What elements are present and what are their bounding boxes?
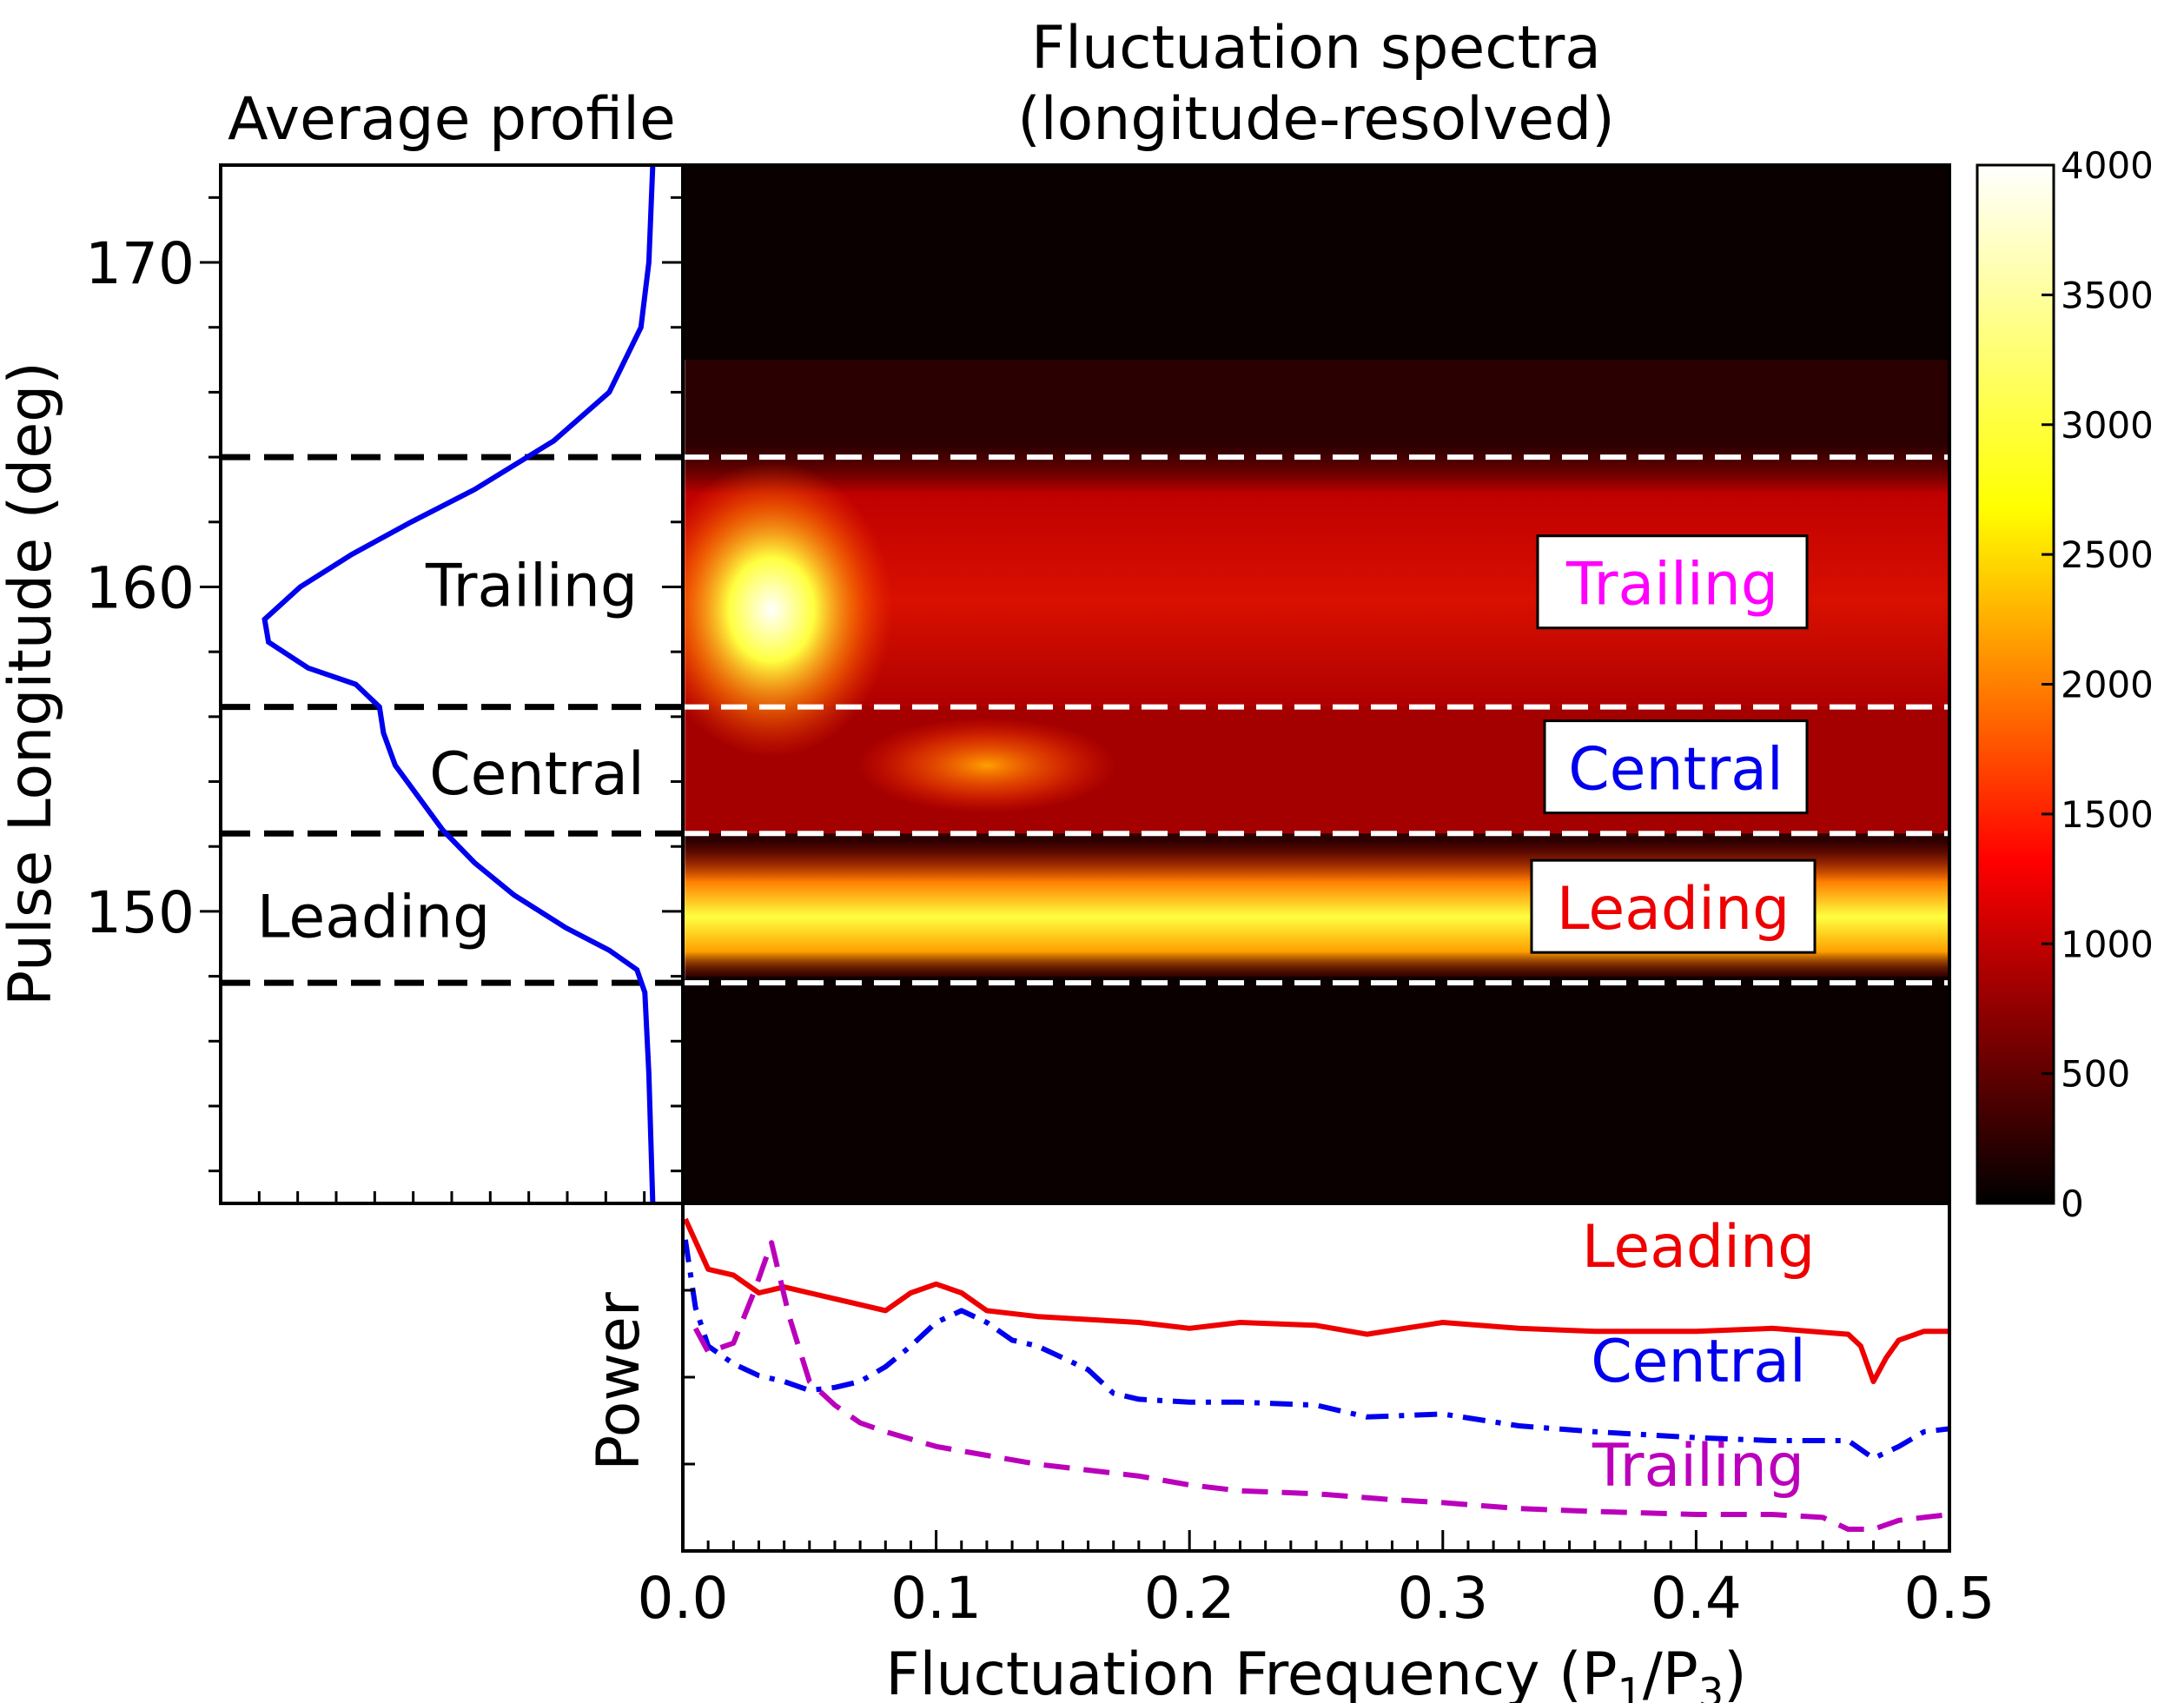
power-axis-label: Power xyxy=(585,1292,653,1471)
spectra-title-line2: (longitude-resolved) xyxy=(1017,85,1614,154)
heatmap-panel xyxy=(683,165,1949,1203)
profile-region-label-trailing: Trailing xyxy=(425,552,638,620)
power-label-trailing: Trailing xyxy=(1592,1432,1804,1501)
average-profile-curve xyxy=(261,165,656,1203)
colorbar-tick-label: 1500 xyxy=(2061,793,2154,836)
power-series-trailing xyxy=(692,1240,1949,1532)
heatmap-region-label-central: Central xyxy=(1543,719,1809,815)
y-axis-label: Pulse Longitude (deg) xyxy=(0,361,65,1006)
heatmap-label-text: Trailing xyxy=(1565,551,1778,620)
x-tick-label: 0.1 xyxy=(890,1565,982,1632)
profile-region-label-leading: Leading xyxy=(257,883,491,951)
x-tick-label: 0.2 xyxy=(1144,1565,1235,1632)
colorbar-tick-label: 3500 xyxy=(2061,274,2154,316)
heatmap-label-box xyxy=(1536,534,1809,630)
heatmap-region-label-leading: Leading xyxy=(1530,858,1817,954)
power-label-central: Central xyxy=(1591,1328,1806,1396)
heatmap-label-text: Leading xyxy=(1557,875,1790,944)
x-axis-label: Fluctuation Frequency (P1/P3) xyxy=(885,1640,1746,1703)
heatmap-label-box xyxy=(1543,719,1809,815)
profile-region-label-central: Central xyxy=(429,740,645,809)
heatmap-central-hotspot xyxy=(856,717,1117,813)
colorbar-tick-label: 4000 xyxy=(2061,144,2154,187)
x-tick-label: 0.5 xyxy=(1904,1565,1995,1632)
heatmap-label-text: Central xyxy=(1568,736,1784,805)
colorbar-tick-label: 2000 xyxy=(2061,664,2154,706)
colorbar-tick-label: 500 xyxy=(2061,1053,2130,1096)
colorbar-tick-label: 0 xyxy=(2061,1183,2084,1225)
power-series-central xyxy=(683,1239,1949,1461)
colorbar-tick-label: 2500 xyxy=(2061,533,2154,576)
colorbar: 0 500 1000 1500 2000 2500 3000 3500 4000 xyxy=(1976,144,2154,1225)
profile-title: Average profile xyxy=(228,85,676,154)
colorbar-gradient xyxy=(1976,163,2055,1205)
profile-y-tick-label: 160 xyxy=(85,554,195,621)
colorbar-tick-label: 3000 xyxy=(2061,404,2154,447)
heatmap-trailing-hotspot xyxy=(683,461,894,758)
colorbar-tick-label: 1000 xyxy=(2061,923,2154,965)
heatmap-label-box xyxy=(1530,858,1817,954)
power-series-leading xyxy=(683,1217,1949,1384)
x-tick-label: 0.0 xyxy=(638,1565,729,1632)
x-tick-label: 0.3 xyxy=(1397,1565,1488,1632)
x-tick-label: 0.4 xyxy=(1651,1565,1742,1632)
profile-y-tick-label: 170 xyxy=(85,230,195,297)
profile-frame xyxy=(219,163,685,1205)
profile-y-tick-label: 150 xyxy=(85,879,195,946)
spectra-title-line1: Fluctuation spectra xyxy=(1031,14,1601,83)
heatmap-region-label-trailing: Trailing xyxy=(1536,534,1809,630)
power-label-leading: Leading xyxy=(1582,1213,1816,1282)
